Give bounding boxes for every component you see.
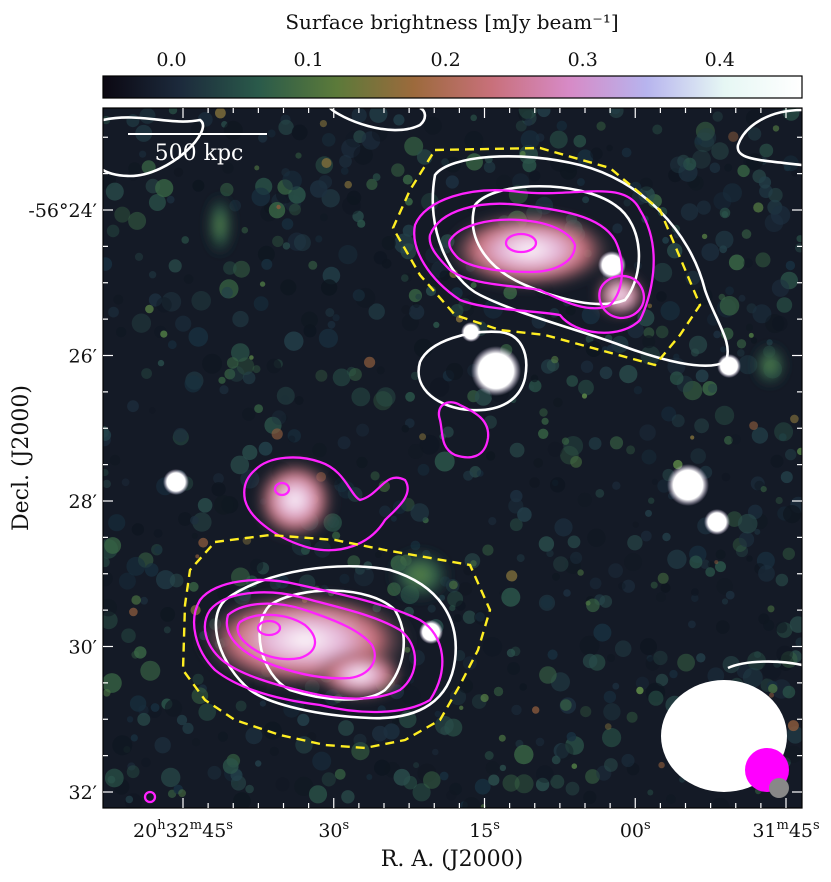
- scalebar: 500 kpc: [128, 133, 267, 166]
- white-contour: [417, 330, 528, 412]
- plot-frame: [102, 107, 803, 809]
- x-tick-label: 30s​: [318, 818, 349, 842]
- point-source: [667, 464, 709, 506]
- point-source: [471, 346, 521, 396]
- scalebar-label: 500 kpc: [155, 141, 244, 166]
- white-contour: [103, 116, 205, 178]
- magenta-contour: [598, 274, 646, 320]
- magenta-contour-peak: [273, 481, 291, 497]
- green-patch: [755, 345, 785, 385]
- magenta-contour: [193, 578, 444, 714]
- point-source: [461, 322, 481, 342]
- white-contour: [431, 154, 730, 367]
- y-tick-label: 32′: [69, 782, 98, 804]
- magenta-contour: [203, 591, 416, 700]
- y-tick-label: -56°24′: [28, 200, 97, 222]
- y-tick-label: 30′: [69, 637, 98, 659]
- magenta-contour: [437, 401, 490, 459]
- white-contour: [258, 589, 406, 701]
- plot-area: 500 kpc: [103, 108, 802, 808]
- x-tick-label: 00s​: [620, 818, 651, 842]
- green-patch: [208, 195, 232, 255]
- x-tick-label: 15s​: [469, 818, 500, 842]
- colorbar-tick-label: 0.0: [156, 49, 186, 71]
- y-tick-label: 28′: [69, 491, 98, 513]
- colorbar-tick-label: 0.4: [705, 49, 735, 71]
- south-dashed-region: [181, 533, 492, 750]
- y-axis-title: Decl. (J2000): [9, 385, 34, 531]
- white-contour: [727, 660, 802, 670]
- magenta-contour: [236, 613, 317, 661]
- green-patch: [390, 550, 450, 600]
- north-dashed-region: [391, 146, 702, 367]
- x-tick-label: 20h​32m​45s​: [133, 818, 233, 842]
- white-contours: [103, 108, 802, 720]
- colorbar-bar: [102, 75, 803, 99]
- magenta-contour-peak: [143, 790, 157, 804]
- x-axis-title: R. A. (J2000): [381, 847, 523, 872]
- magenta-contour: [225, 602, 376, 680]
- colorbar: Surface brightness [mJy beam⁻¹] 0.0 0.1 0.…: [102, 10, 803, 99]
- magenta-contour-peak: [504, 232, 538, 254]
- magenta-contour: [448, 218, 577, 274]
- point-sources: [163, 251, 741, 644]
- x-axis-ticks: 20h​32m​45s​ 30s​ 15s​ 00s​ 31m​45s​: [133, 108, 820, 842]
- colorbar-tick-label: 0.3: [568, 49, 598, 71]
- dashed-regions: [181, 146, 702, 750]
- white-contour: [329, 108, 427, 132]
- point-source: [704, 509, 730, 535]
- y-axis-ticks: -56°24′ 26′ 28′ 30′ 32′: [28, 136, 802, 804]
- white-contour: [736, 108, 802, 167]
- magenta-contours: [143, 189, 655, 804]
- magenta-contour-peak: [256, 619, 282, 637]
- colorbar-tick-label: 0.1: [293, 49, 323, 71]
- central-source-emission: [255, 460, 335, 540]
- magenta-contour: [243, 456, 409, 552]
- diffuse-emission: [195, 195, 785, 700]
- colorbar-tick-label: 0.2: [431, 49, 461, 71]
- point-source: [717, 354, 741, 378]
- beam-ellipses: [661, 680, 789, 798]
- magenta-contour: [413, 189, 655, 334]
- point-source: [598, 251, 626, 279]
- magenta-contour: [428, 202, 624, 310]
- x-tick-label: 31m​45s​: [752, 818, 819, 842]
- y-tick-label: 26′: [69, 346, 98, 368]
- beam-grey: [769, 778, 789, 798]
- point-source: [163, 469, 189, 495]
- colorbar-title: Surface brightness [mJy beam⁻¹]: [285, 10, 618, 34]
